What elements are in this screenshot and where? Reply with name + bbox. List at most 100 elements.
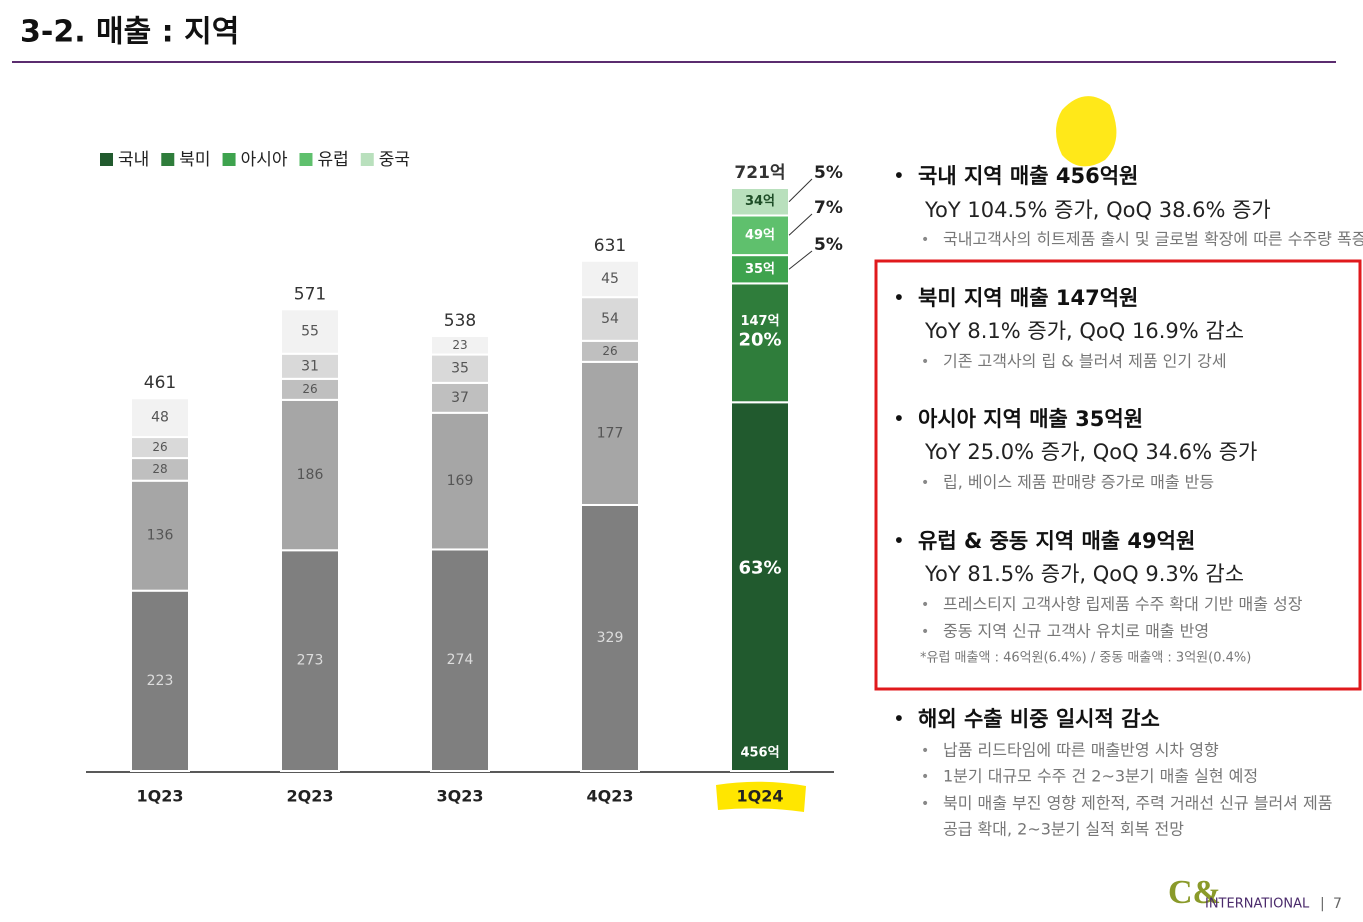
note-dot: • xyxy=(921,232,929,248)
x-tick-label: 2Q23 xyxy=(287,787,334,806)
bar-segment xyxy=(430,411,490,551)
value-label: 26 xyxy=(302,382,317,396)
x-tick-label: 1Q24 xyxy=(737,787,784,806)
bullet-note: 국내고객사의 히트제품 출시 및 글로벌 확장에 따른 수주량 폭증 xyxy=(943,230,1363,249)
leader-line xyxy=(788,213,813,236)
value-label: 54 xyxy=(601,311,619,327)
value-label: 55 xyxy=(301,324,319,340)
note-dot: • xyxy=(921,796,929,812)
value-label: 274 xyxy=(447,652,474,668)
separator: | xyxy=(1320,896,1325,912)
value-label: 223 xyxy=(147,673,174,689)
bullet-note: 립, 베이스 제품 판매량 증가로 매출 반등 xyxy=(943,473,1214,492)
leader-line xyxy=(788,250,813,270)
total-label: 461 xyxy=(144,373,176,393)
highlight-scribble xyxy=(716,781,806,812)
note-dot: • xyxy=(921,743,929,759)
note-dot: • xyxy=(921,597,929,613)
value-label: 34억 xyxy=(745,194,775,209)
legend-swatch xyxy=(100,153,113,166)
total-label: 631 xyxy=(594,236,626,256)
value-label: 26 xyxy=(152,440,167,454)
bar-segment xyxy=(730,401,790,772)
total-label: 721억 xyxy=(734,163,785,183)
legend-label: 유럽 xyxy=(317,150,348,170)
value-label: 35 xyxy=(451,361,469,377)
bar-segment xyxy=(430,548,490,773)
bullet-heading: 유럽 & 중동 지역 매출 49억원 xyxy=(918,529,1195,553)
bullet-note: 중동 지역 신규 고객사 유치로 매출 반영 xyxy=(943,622,1209,641)
share-label: 63% xyxy=(738,558,781,579)
bar-segment xyxy=(130,397,190,439)
logo-text: INTERNATIONAL xyxy=(1205,897,1310,912)
bullet-note: 납품 리드타임에 따른 매출반영 시차 영향 xyxy=(943,741,1219,760)
footnote: *유럽 매출액 : 46억원(6.4%) / 중동 매출액 : 3억원(0.4%… xyxy=(920,651,1251,666)
bar-segment xyxy=(580,360,640,506)
x-tick-label: 3Q23 xyxy=(437,787,484,806)
value-label: 37 xyxy=(451,390,469,406)
highlight-scribble xyxy=(1056,96,1117,167)
bullet-note: 공급 확대, 2~3분기 실적 회복 전망 xyxy=(943,820,1184,839)
bullet-note: 1분기 대규모 수주 건 2~3분기 매출 실현 예정 xyxy=(943,767,1258,786)
bullet-heading: 해외 수출 비중 일시적 감소 xyxy=(918,707,1160,731)
bullet-note: 프레스티지 고객사향 립제품 수주 확대 기반 매출 성장 xyxy=(943,595,1303,614)
bar-segment xyxy=(280,398,340,552)
total-label: 571 xyxy=(294,284,326,304)
bullet-heading: 북미 지역 매출 147억원 xyxy=(918,286,1138,310)
bar-segment xyxy=(280,308,340,355)
leader-line xyxy=(788,178,813,203)
bullet-heading: 아시아 지역 매출 35억원 xyxy=(918,407,1143,431)
bullet-dot: • xyxy=(893,529,905,553)
value-label: 35억 xyxy=(745,262,775,277)
bullet-dot: • xyxy=(893,286,905,310)
slide-title: 3-2. 매출 : 지역 xyxy=(20,15,239,50)
bullet-detail: YoY 8.1% 증가, QoQ 16.9% 감소 xyxy=(924,319,1244,343)
legend-swatch xyxy=(299,153,313,166)
bullet-heading: 국내 지역 매출 456억원 xyxy=(918,164,1138,188)
value-label: 28 xyxy=(152,462,167,476)
bullet-detail: YoY 104.5% 증가, QoQ 38.6% 증가 xyxy=(924,198,1271,222)
value-label: 169 xyxy=(447,473,474,489)
logo-mark: C& xyxy=(1168,874,1221,911)
legend-swatch xyxy=(360,153,374,166)
bullet-dot: • xyxy=(893,164,905,188)
bar-segment xyxy=(130,479,190,592)
value-label: 48 xyxy=(151,410,169,426)
value-label: 31 xyxy=(301,358,319,374)
share-label: 7% xyxy=(814,198,843,218)
legend-swatch xyxy=(161,153,175,166)
value-label: 26 xyxy=(602,344,617,358)
page-number: 7 xyxy=(1333,896,1342,912)
value-label: 45 xyxy=(601,271,619,287)
bar-segment xyxy=(580,503,640,772)
value-label: 147억 xyxy=(740,314,779,329)
legend-label: 아시아 xyxy=(241,150,288,170)
value-label: 23 xyxy=(452,338,467,352)
value-label: 136 xyxy=(147,528,174,544)
share-label: 5% xyxy=(814,163,843,183)
value-label: 329 xyxy=(597,630,624,646)
bullet-detail: YoY 81.5% 증가, QoQ 9.3% 감소 xyxy=(924,562,1244,586)
bullet-dot: • xyxy=(893,407,905,431)
value-label: 49억 xyxy=(745,228,775,243)
x-tick-label: 4Q23 xyxy=(587,787,634,806)
value-label: 177 xyxy=(597,425,624,441)
x-tick-label: 1Q23 xyxy=(137,787,184,806)
bar-segment xyxy=(130,589,190,772)
value-label: 273 xyxy=(297,653,324,669)
value-label: 186 xyxy=(297,467,324,483)
share-label: 5% xyxy=(814,235,843,255)
note-dot: • xyxy=(921,354,929,370)
legend-swatch xyxy=(222,153,236,166)
note-dot: • xyxy=(921,769,929,785)
bar-segment xyxy=(580,259,640,299)
bar-segment xyxy=(580,296,640,342)
bar-segment xyxy=(280,549,340,773)
legend-label: 중국 xyxy=(379,150,410,170)
bar-segment xyxy=(430,334,490,356)
bullet-dot: • xyxy=(893,707,905,731)
bar-segment xyxy=(280,352,340,380)
share-label: 20% xyxy=(738,329,781,350)
bullet-note: 북미 매출 부진 영향 제한적, 주력 거래선 신규 블러셔 제품 xyxy=(943,794,1332,813)
